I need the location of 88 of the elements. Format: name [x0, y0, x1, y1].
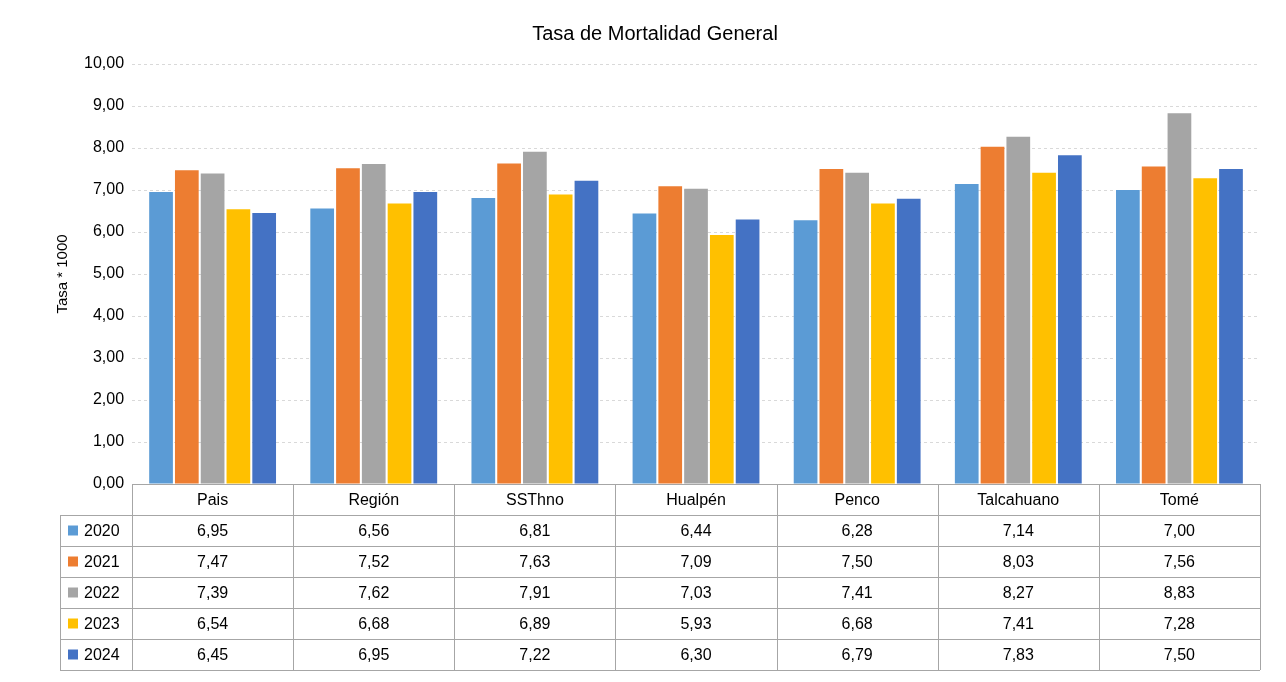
bar [310, 208, 335, 484]
data-label: 6,79 [841, 645, 873, 663]
bar [1032, 172, 1056, 484]
data-label: 6,81 [519, 521, 551, 539]
data-label: 7,39 [197, 583, 229, 601]
legend-label: 2021 [84, 552, 120, 570]
y-tick-label: 5,00 [92, 264, 125, 282]
data-label: 6,45 [197, 645, 229, 663]
bar [471, 197, 496, 484]
bar [896, 198, 921, 484]
x-tick-label: Región [348, 491, 400, 509]
chart-title: Tasa de Mortalidad General [532, 21, 778, 44]
data-label: 7,91 [519, 583, 551, 601]
y-tick-label: 2,00 [92, 390, 125, 408]
bar [819, 169, 844, 484]
data-label: 6,54 [197, 614, 229, 632]
data-label: 7,03 [680, 583, 712, 601]
bar [497, 163, 521, 484]
data-label: 7,83 [1002, 645, 1034, 663]
data-label: 6,30 [680, 645, 712, 663]
bar [735, 219, 760, 484]
data-label: 7,09 [680, 552, 712, 570]
data-label: 6,44 [680, 521, 712, 539]
x-tick-label: Pais [197, 491, 229, 509]
y-axis-title: Tasa * 1000 [53, 234, 71, 314]
y-tick-label: 3,00 [92, 348, 125, 366]
data-label: 8,83 [1163, 583, 1196, 601]
y-tick-label: 7,00 [92, 180, 125, 198]
x-tick-label: Hualpén [666, 491, 726, 509]
bar [336, 168, 360, 484]
bar [1193, 178, 1218, 484]
bar [548, 194, 573, 484]
bar [387, 203, 412, 484]
bar [1058, 155, 1082, 484]
bar [793, 220, 818, 484]
data-label: 7,50 [1163, 645, 1196, 663]
data-label: 7,50 [841, 552, 873, 570]
x-tick-label: SSThno [505, 491, 564, 509]
data-label: 6,68 [358, 614, 390, 632]
bar [1141, 166, 1166, 484]
data-label: 6,95 [358, 645, 390, 663]
data-label: 7,62 [358, 583, 390, 601]
bar [632, 213, 657, 484]
data-label: 7,28 [1163, 614, 1196, 632]
bar [871, 203, 895, 484]
y-tick-label: 4,00 [92, 306, 125, 324]
legend-label: 2020 [84, 521, 120, 539]
data-label: 7,47 [197, 552, 229, 570]
bar [709, 234, 734, 484]
x-tick-label: Tomé [1159, 491, 1200, 509]
legend-label: 2023 [84, 614, 120, 632]
y-tick-label: 0,00 [92, 474, 125, 492]
data-label: 7,14 [1002, 521, 1034, 539]
data-label: 7,00 [1163, 521, 1196, 539]
legend-label: 2024 [84, 645, 120, 663]
data-label: 6,28 [841, 521, 873, 539]
y-tick-label: 1,00 [92, 432, 125, 450]
data-label: 8,03 [1002, 552, 1034, 570]
legend-label: 2022 [84, 583, 120, 601]
bar [574, 180, 599, 484]
data-label: 7,22 [519, 645, 551, 663]
data-label: 5,93 [680, 614, 712, 632]
bar [1219, 169, 1243, 484]
data-label: 7,41 [841, 583, 873, 601]
x-tick-label: Penco [834, 491, 880, 509]
bar [413, 192, 438, 484]
data-label: 6,89 [519, 614, 551, 632]
y-tick-label: 6,00 [92, 222, 125, 240]
data-label: 7,41 [1002, 614, 1034, 632]
data-label: 8,27 [1002, 583, 1034, 601]
data-label: 6,95 [197, 521, 229, 539]
data-label: 7,56 [1163, 552, 1196, 570]
bar [980, 146, 1005, 484]
data-label: 7,52 [358, 552, 390, 570]
data-label: 6,68 [841, 614, 873, 632]
bar [954, 184, 979, 484]
data-label: 7,63 [519, 552, 551, 570]
bar [252, 213, 277, 484]
x-tick-label: Talcahuano [977, 491, 1060, 509]
data-label: 6,56 [358, 521, 390, 539]
y-tick-label: 8,00 [92, 138, 125, 156]
bar [226, 209, 251, 484]
bar [1116, 190, 1140, 484]
y-tick-label: 9,00 [92, 96, 125, 114]
bar [658, 186, 683, 484]
bar [174, 170, 199, 484]
bar [149, 192, 173, 484]
y-tick-label: 10,00 [83, 54, 125, 72]
